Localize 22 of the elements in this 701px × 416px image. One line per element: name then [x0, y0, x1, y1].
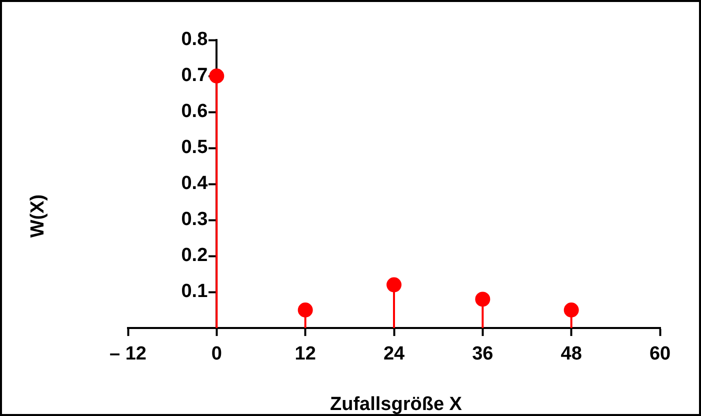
x-tick-label: 48: [560, 344, 582, 365]
x-axis-title: Zufallsgröße X: [329, 394, 463, 416]
point: [298, 302, 313, 318]
y-tick-label: 0.3: [181, 209, 208, 230]
y-tick-label: 0.4: [181, 173, 208, 194]
y-tick-label: 0.8: [181, 29, 208, 50]
point: [564, 302, 579, 318]
x-tick-label: 24: [383, 344, 405, 365]
y-tick-label: 0.7: [181, 65, 208, 86]
point: [209, 68, 224, 84]
y-axis-title: W(X): [28, 194, 50, 238]
y-tick-label: 0.1: [181, 281, 208, 302]
x-tick-label: 12: [294, 344, 316, 365]
point: [386, 277, 402, 292]
x-tick-label: – 12: [110, 344, 146, 365]
y-tick-label: 0.2: [181, 245, 208, 266]
y-tick-label: 0.6: [181, 101, 208, 122]
x-tick-label: 0: [211, 344, 222, 365]
x-tick-label: 60: [649, 344, 671, 365]
point: [475, 292, 490, 307]
x-tick-label: 36: [472, 344, 494, 365]
y-tick-label: 0.5: [181, 137, 208, 158]
